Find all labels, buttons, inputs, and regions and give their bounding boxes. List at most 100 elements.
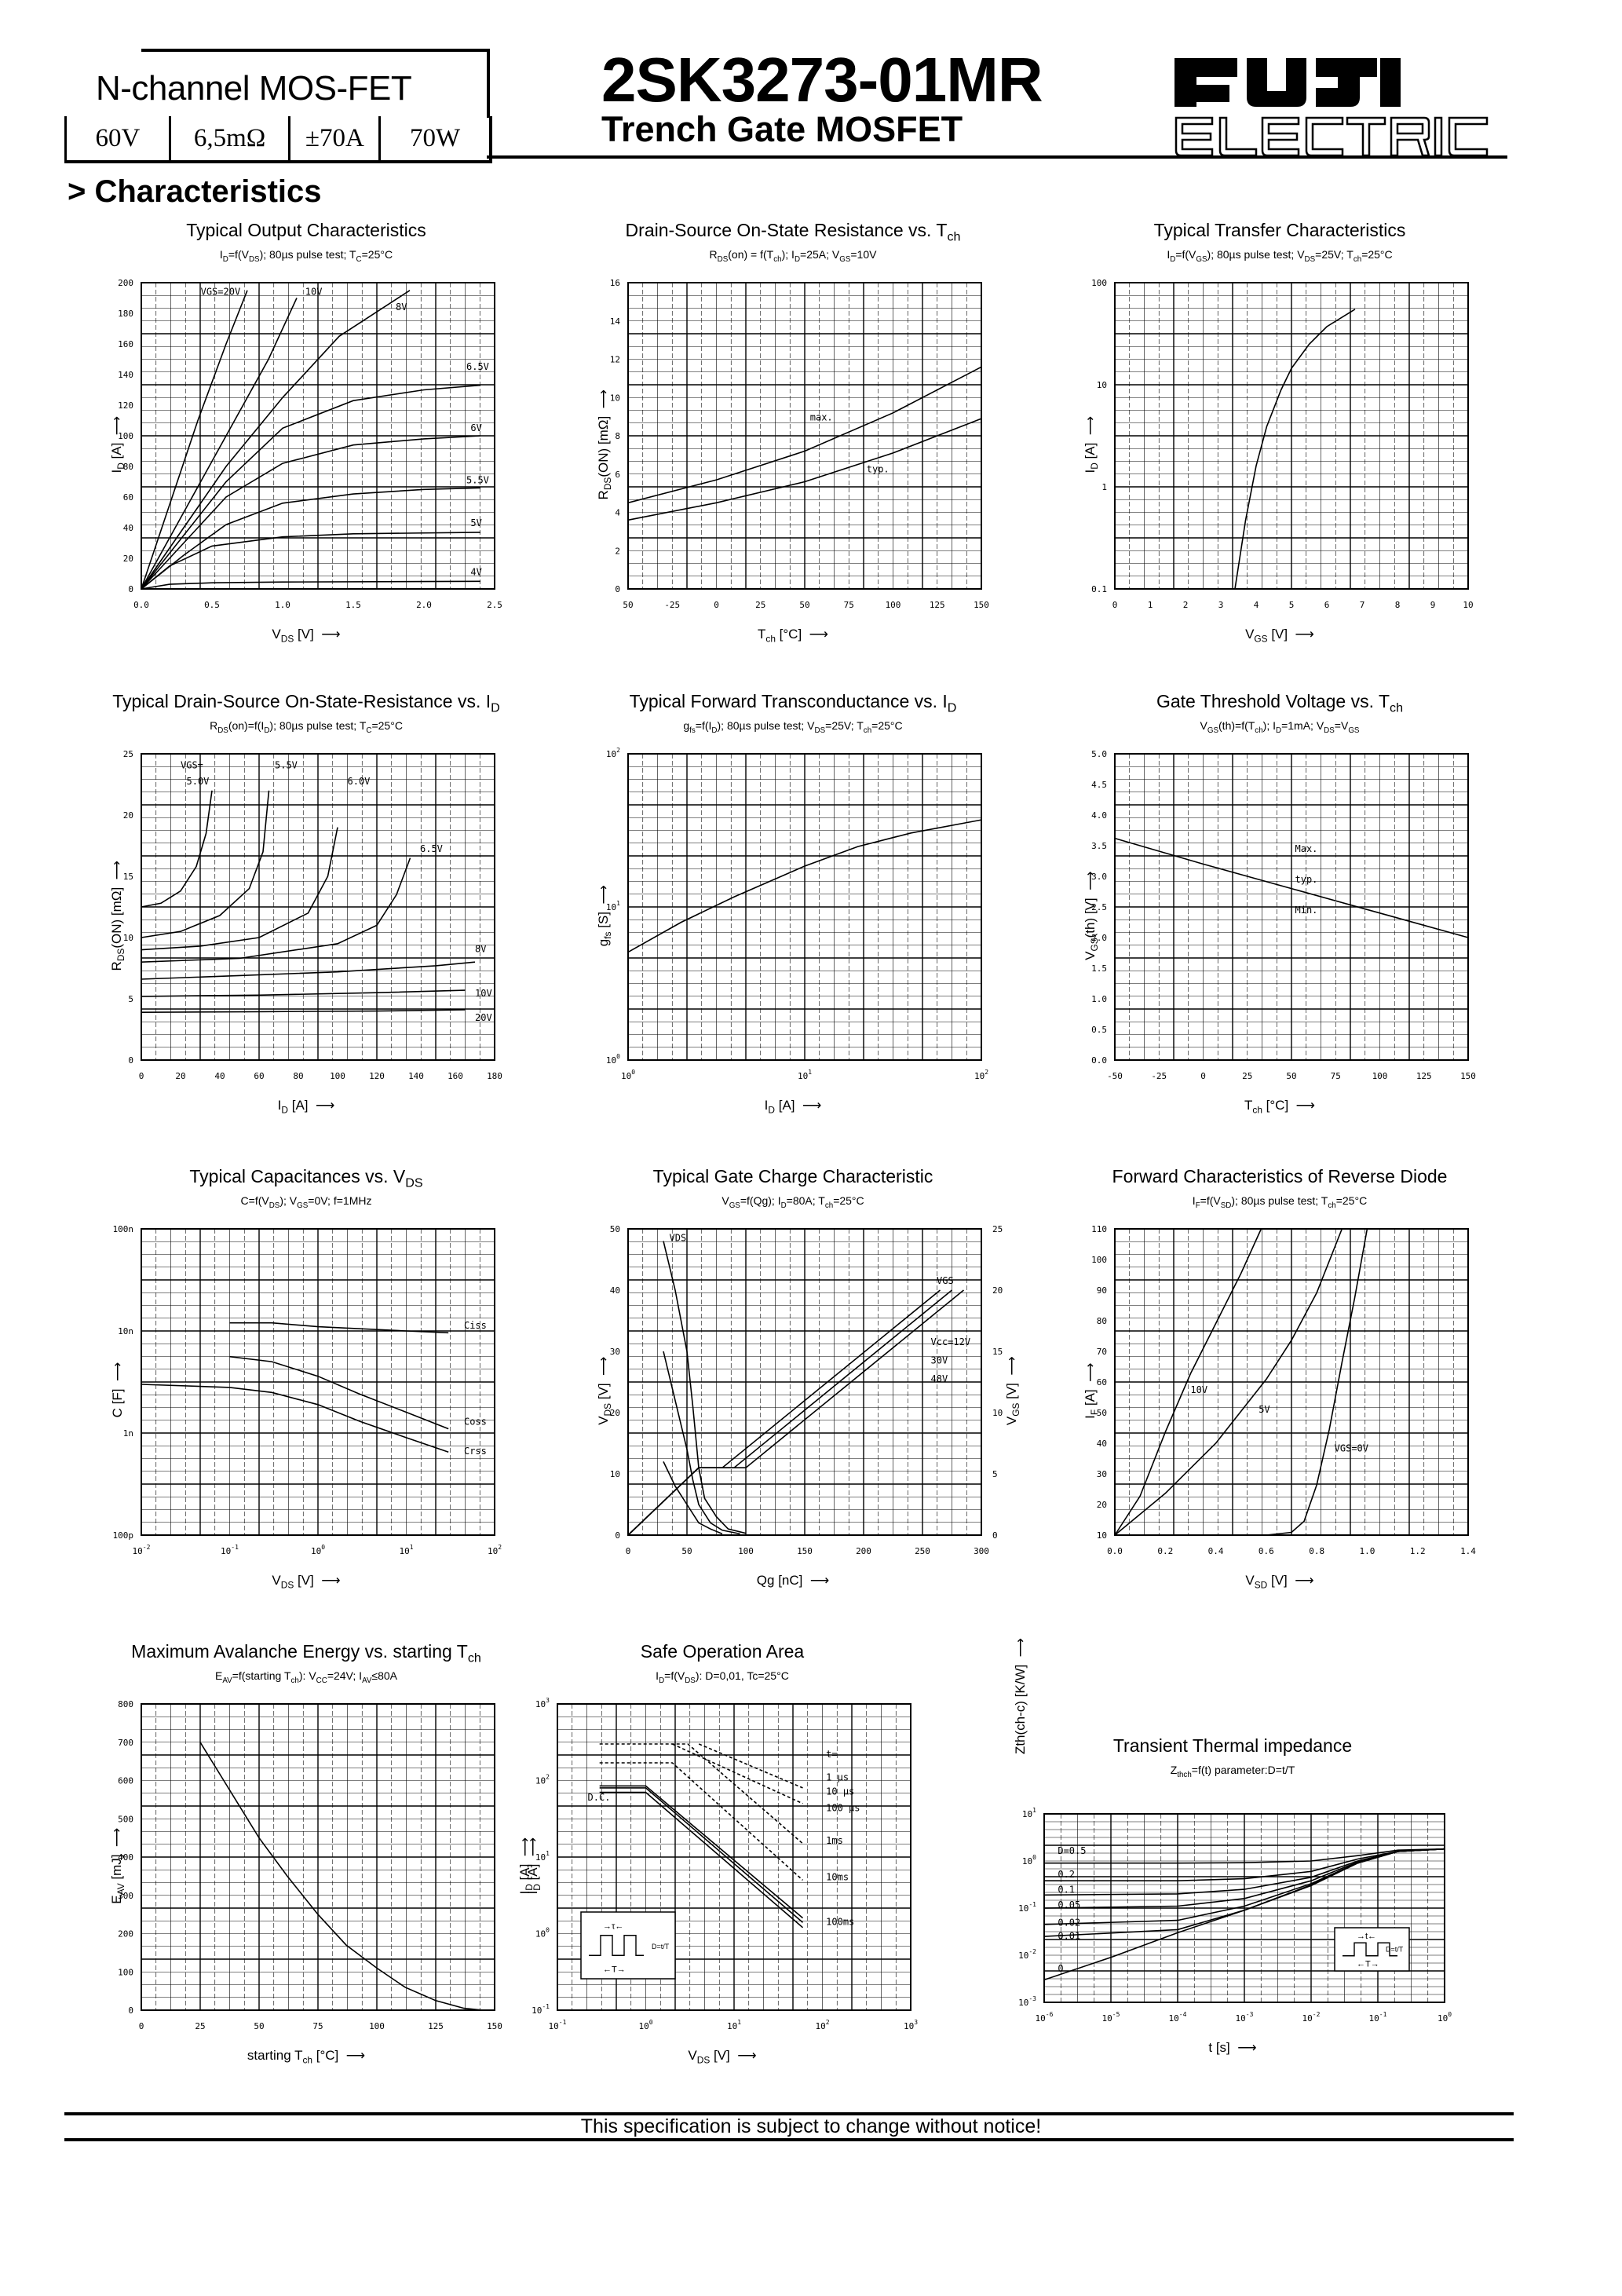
svg-text:5V: 5V (470, 517, 481, 528)
svg-text:200: 200 (118, 1929, 133, 1940)
series-line (141, 1384, 449, 1453)
svg-text:180: 180 (487, 1071, 502, 1081)
svg-text:5.5V: 5.5V (466, 474, 489, 485)
svg-text:125: 125 (1416, 1071, 1432, 1081)
svg-text:160: 160 (118, 339, 133, 349)
svg-text:10: 10 (610, 1469, 620, 1479)
spec-power: 70W (381, 116, 492, 160)
svg-text:10: 10 (1463, 600, 1473, 610)
svg-text:40: 40 (610, 1285, 620, 1296)
svg-text:80: 80 (293, 1071, 303, 1081)
series-line (141, 989, 466, 997)
x-axis-label: ID [A] ⟶ (764, 1098, 822, 1116)
svg-text:←T→: ←T→ (1357, 1960, 1379, 1969)
svg-text:50: 50 (799, 600, 809, 610)
svg-text:20: 20 (123, 554, 133, 564)
svg-text:50: 50 (610, 1224, 620, 1234)
y2-axis-label: VGS [V] ⟶ (1003, 1356, 1022, 1426)
chart-transient-thermal-impedance: Transient Thermal impedance Zthch=f(t) pa… (989, 1638, 1476, 2065)
series-line (141, 532, 481, 590)
svg-text:1 µs: 1 µs (826, 1772, 849, 1783)
svg-text:102: 102 (974, 1069, 988, 1081)
chart-title: Gate Threshold Voltage vs. Tch (1156, 691, 1404, 715)
svg-text:0: 0 (1112, 600, 1118, 610)
svg-text:25: 25 (1242, 1071, 1252, 1081)
svg-text:150: 150 (1460, 1071, 1476, 1081)
svg-text:0: 0 (615, 1530, 620, 1541)
chart-subtitle: RDS(on)=f(ID); 80µs pulse test; TC=25°C (210, 719, 403, 735)
section-title: > Characteristics (68, 174, 322, 209)
chart-title: Typical Transfer Characteristics (1153, 220, 1406, 240)
svg-text:D=t/T: D=t/T (652, 1943, 670, 1951)
svg-text:10V: 10V (1190, 1384, 1207, 1395)
svg-text:10-5: 10-5 (1102, 2011, 1120, 2024)
footer-rule-top (64, 2112, 1514, 2115)
svg-text:110: 110 (1091, 1224, 1107, 1234)
svg-text:1n: 1n (123, 1428, 133, 1439)
svg-text:0.5: 0.5 (1091, 1025, 1107, 1035)
series-line (599, 1762, 804, 1881)
chart-title: Typical Output Characteristics (186, 220, 426, 240)
svg-text:1.4: 1.4 (1460, 1546, 1476, 1556)
series-line (1114, 1228, 1343, 1536)
product-subtitle: Trench Gate MOSFET (601, 109, 963, 149)
pulse-diagram-inset: →t← ←T→ D=t/T (1334, 1927, 1410, 1972)
series-line (141, 487, 481, 590)
svg-text:VGS=: VGS= (181, 760, 203, 771)
svg-text:8: 8 (615, 431, 620, 441)
y-axis-label: ID [A] ⟶ (524, 1837, 543, 1895)
chart-title: Maximum Avalanche Energy vs. starting Tc… (131, 1641, 481, 1665)
svg-text:20: 20 (123, 810, 133, 821)
svg-text:VGS=20V: VGS=20V (201, 287, 241, 298)
series-line (663, 1351, 740, 1535)
svg-text:60: 60 (123, 492, 133, 503)
svg-text:20: 20 (175, 1071, 185, 1081)
x-axis-label: VDS [V] ⟶ (688, 2048, 757, 2066)
svg-text:10-1: 10-1 (221, 1544, 239, 1556)
chart-title: Drain-Source On-State Resistance vs. Tch (625, 220, 961, 244)
svg-text:10-1: 10-1 (532, 2003, 550, 2016)
svg-text:0.1: 0.1 (1091, 584, 1107, 594)
svg-text:10-4: 10-4 (1169, 2011, 1187, 2024)
svg-text:25: 25 (123, 749, 133, 759)
chart-title: Forward Characteristics of Reverse Diode (1112, 1166, 1448, 1186)
svg-text:200: 200 (118, 278, 133, 288)
svg-text:typ.: typ. (867, 463, 890, 474)
svg-text:0.6: 0.6 (1259, 1546, 1274, 1556)
series-line (141, 857, 411, 963)
svg-text:10V: 10V (475, 988, 492, 999)
svg-text:25: 25 (992, 1224, 1003, 1234)
svg-text:15: 15 (992, 1347, 1003, 1357)
svg-text:10-3: 10-3 (1236, 2011, 1254, 2024)
svg-text:100: 100 (606, 1053, 620, 1066)
svg-text:75: 75 (844, 600, 854, 610)
svg-text:0.2: 0.2 (1157, 1546, 1173, 1556)
series-line (199, 1742, 484, 2011)
series-line (141, 435, 481, 590)
series-line (141, 580, 481, 590)
svg-text:4: 4 (615, 508, 620, 518)
svg-text:→t←: →t← (1357, 1932, 1376, 1941)
svg-text:103: 103 (535, 1697, 550, 1709)
series-line (1234, 309, 1356, 590)
svg-text:75: 75 (312, 2021, 323, 2031)
svg-text:0: 0 (992, 1530, 998, 1541)
footer-rule-bottom (64, 2138, 1514, 2141)
svg-text:100: 100 (1438, 2011, 1452, 2024)
chart-plot: 0 20 40 60 80 100 120 140 160 180 0 5 10 15 20 25 VGS= 5.… (123, 749, 502, 1081)
svg-text:4.0: 4.0 (1091, 810, 1107, 821)
series-line (1043, 1848, 1445, 1981)
fuji-electric-logo (1174, 58, 1512, 164)
svg-text:0.1: 0.1 (1058, 1885, 1075, 1896)
svg-text:0.05: 0.05 (1058, 1899, 1080, 1910)
svg-text:80: 80 (123, 462, 133, 472)
svg-text:150: 150 (487, 2021, 502, 2031)
svg-text:140: 140 (408, 1071, 424, 1081)
svg-text:250: 250 (915, 1546, 930, 1556)
x-axis-label: Qg [nC] ⟶ (756, 1573, 830, 1588)
svg-text:8V: 8V (475, 944, 486, 955)
svg-text:1.0: 1.0 (1359, 1546, 1375, 1556)
chart-plot: 0 50 100 150 200 250 300010203040500510152025V… (610, 1224, 1003, 1556)
svg-text:10V: 10V (305, 287, 323, 298)
y-axis-label: VGS(th) [V] ⟶ (1082, 871, 1101, 960)
